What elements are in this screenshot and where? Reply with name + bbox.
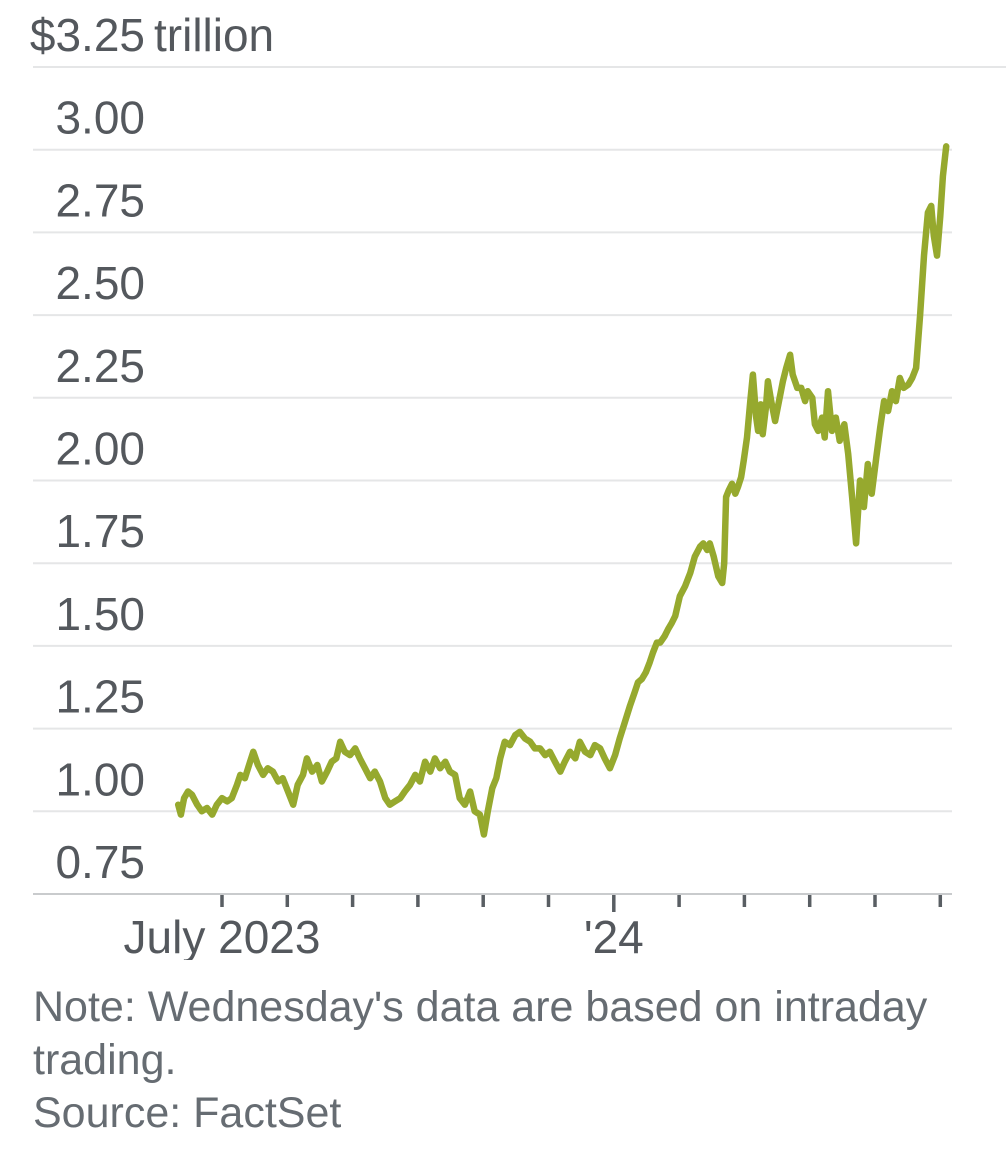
- chart-note-line-1: Note: Wednesday's data are based on intr…: [33, 983, 928, 1031]
- y-axis-label: 1.00: [55, 753, 145, 805]
- y-axis-label: 2.00: [55, 423, 145, 475]
- y-axis-label: 3.00: [55, 92, 145, 144]
- y-axis-label: 2.75: [55, 174, 145, 226]
- y-axis-label: $3.25: [30, 9, 145, 61]
- y-axis-unit-label: trillion: [154, 9, 274, 61]
- y-axis-label: 1.25: [55, 671, 145, 723]
- chart-source: Source: FactSet: [33, 1089, 342, 1137]
- y-axis-label: 2.50: [55, 257, 145, 309]
- market-value-line: [174, 143, 950, 838]
- chart-footnotes: Note: Wednesday's data are based on intr…: [33, 981, 993, 1140]
- chart-note-line-2: trading.: [33, 1036, 177, 1084]
- y-axis-label: 0.75: [55, 836, 145, 888]
- x-axis-label: '24: [584, 911, 644, 960]
- y-axis-label: 1.50: [55, 588, 145, 640]
- y-axis-label: 2.25: [55, 340, 145, 392]
- market-cap-chart: $3.25 trillion 3.00 2.75 2.50 2.25 2.00 1.75 1.5…: [30, 9, 1006, 960]
- x-axis-label: July 2023: [124, 911, 321, 960]
- y-axis-label: 1.75: [55, 505, 145, 557]
